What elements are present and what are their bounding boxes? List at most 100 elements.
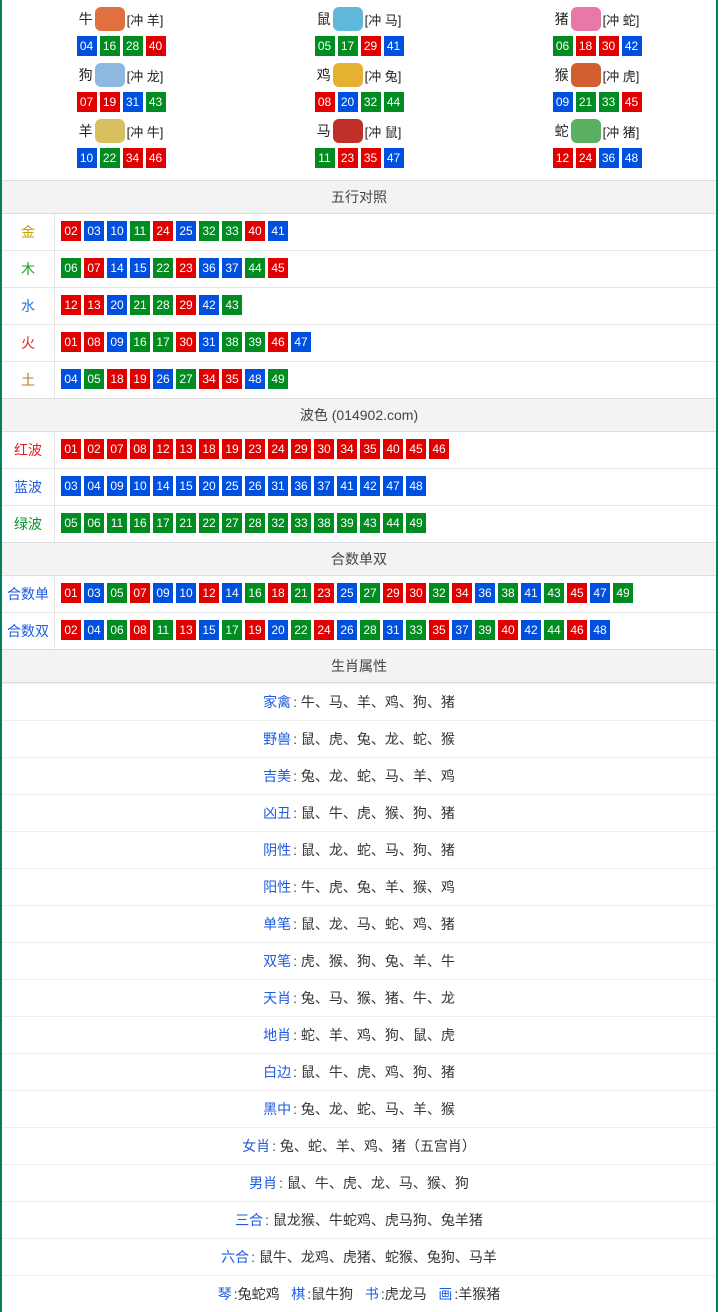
number-chip: 11 [153,620,173,640]
zodiac-clash: [冲 猪] [603,122,640,141]
number-chip: 19 [130,369,150,389]
number-chip: 02 [84,439,104,459]
number-chip: 01 [61,583,81,603]
attr-row: 地肖: 蛇、羊、鸡、狗、鼠、虎 [2,1016,716,1053]
number-chip: 01 [61,439,81,459]
number-chip: 49 [406,513,426,533]
number-chip: 47 [291,332,311,352]
attr-key: 阳性 [263,879,291,895]
number-chip: 17 [338,36,358,56]
attr-val: 牛、马、羊、鸡、狗、猪 [301,694,455,710]
number-chip: 35 [360,439,380,459]
number-chip: 06 [553,36,573,56]
zodiac-grid: 牛[冲 羊]04162840鼠[冲 马]05172941猪[冲 蛇]061830… [2,0,716,180]
number-chip: 28 [153,295,173,315]
number-chip: 14 [222,583,242,603]
zodiac-icon [333,7,363,31]
number-chip: 20 [338,92,358,112]
number-chip: 45 [268,258,288,278]
number-chip: 08 [84,332,104,352]
page-wrap: 牛[冲 羊]04162840鼠[冲 马]05172941猪[冲 蛇]061830… [0,0,718,1312]
attr-row: 吉美: 兔、龙、蛇、马、羊、鸡 [2,757,716,794]
number-chip: 43 [544,583,564,603]
number-chip: 11 [315,148,335,168]
bose-table: 波色 (014902.com) 红波0102070812131819232429… [2,398,716,542]
number-chip: 26 [153,369,173,389]
attr-key: 吉美 [263,768,291,784]
number-chip: 44 [544,620,564,640]
number-chip: 42 [360,476,380,496]
number-chip: 21 [291,583,311,603]
attr-key: 女肖 [242,1138,270,1154]
number-chip: 43 [146,92,166,112]
table-row: 蓝波03040910141520252631363741424748 [2,469,716,506]
attr-list: 家禽: 牛、马、羊、鸡、狗、猪野兽: 鼠、虎、兔、龙、蛇、猴吉美: 兔、龙、蛇、… [2,683,716,1275]
number-chip: 39 [337,513,357,533]
number-chip: 18 [576,36,596,56]
number-chip: 42 [622,36,642,56]
number-chip: 20 [107,295,127,315]
zodiac-icon [95,7,125,31]
bottom-val: :虎龙马 [381,1286,427,1302]
number-chip: 01 [61,332,81,352]
attr-val: 鼠、龙、蛇、马、狗、猪 [301,842,455,858]
attr-row: 黑中: 兔、龙、蛇、马、羊、猴 [2,1090,716,1127]
number-chip: 23 [338,148,358,168]
number-chip: 07 [77,92,97,112]
number-chip: 12 [199,583,219,603]
row-values: 0108091617303138394647 [55,325,717,362]
number-chip: 13 [84,295,104,315]
attr-key: 双笔 [263,953,291,969]
number-chip: 35 [361,148,381,168]
number-chip: 21 [176,513,196,533]
number-chip: 41 [337,476,357,496]
wuxing-table: 五行对照 金02031011242532334041木0607141522233… [2,180,716,398]
zodiac-nums: 10223446 [2,148,240,168]
number-chip: 34 [337,439,357,459]
number-chip: 22 [153,258,173,278]
number-chip: 16 [130,513,150,533]
zodiac-icon [333,63,363,87]
row-values: 0102070812131819232429303435404546 [55,432,717,469]
attr-val: 兔、龙、蛇、马、羊、鸡 [301,768,455,784]
attr-row: 家禽: 牛、马、羊、鸡、狗、猪 [2,683,716,720]
heshu-table: 合数单双 合数单01030507091012141618212325272930… [2,542,716,649]
number-chip: 08 [130,620,150,640]
zodiac-nums: 05172941 [240,36,478,56]
zodiac-clash: [冲 鼠] [365,122,402,141]
number-chip: 18 [107,369,127,389]
attr-key: 男肖 [249,1175,277,1191]
number-chip: 16 [100,36,120,56]
attr-val: 鼠牛、龙鸡、虎猪、蛇猴、兔狗、马羊 [259,1249,497,1265]
row-label: 土 [2,362,55,399]
number-chip: 19 [100,92,120,112]
number-chip: 40 [146,36,166,56]
number-chip: 40 [245,221,265,241]
row-values: 06071415222336374445 [55,251,717,288]
zodiac-clash: [冲 牛] [127,122,164,141]
row-values: 04051819262734354849 [55,362,717,399]
number-chip: 28 [360,620,380,640]
zodiac-icon [571,63,601,87]
zodiac-name: 猪 [555,9,569,29]
attr-key: 天肖 [263,990,291,1006]
number-chip: 18 [199,439,219,459]
number-chip: 03 [84,583,104,603]
zodiac-clash: [冲 虎] [603,66,640,85]
number-chip: 44 [245,258,265,278]
number-chip: 05 [107,583,127,603]
number-chip: 09 [153,583,173,603]
attr-key: 地肖 [263,1027,291,1043]
number-chip: 31 [199,332,219,352]
number-chip: 03 [84,221,104,241]
attr-key: 单笔 [263,916,291,932]
number-chip: 36 [475,583,495,603]
number-chip: 02 [61,221,81,241]
number-chip: 31 [383,620,403,640]
row-label: 绿波 [2,506,55,543]
number-chip: 23 [176,258,196,278]
number-chip: 31 [123,92,143,112]
number-chip: 48 [590,620,610,640]
number-chip: 09 [107,476,127,496]
attr-row: 野兽: 鼠、虎、兔、龙、蛇、猴 [2,720,716,757]
